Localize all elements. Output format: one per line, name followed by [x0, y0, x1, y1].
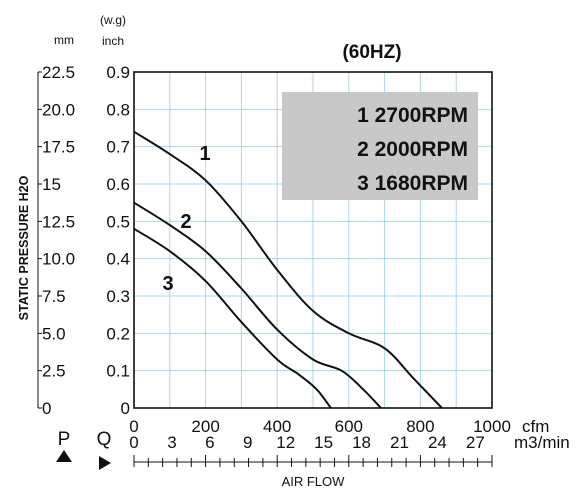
y-tick-label-inch: 0.6 [106, 175, 130, 194]
x-tick-label-cfm: 800 [406, 417, 434, 436]
x-axis-label: AIR FLOW [282, 474, 346, 489]
y-tick-label-inch: 0.8 [106, 100, 130, 119]
x-tick-label-m3: 0 [129, 433, 138, 452]
x-tick-label-cfm: 600 [335, 417, 363, 436]
y-tick-label-mm: 5.0 [42, 324, 66, 343]
legend-line-2: 2 2000RPM [357, 138, 468, 161]
y-tick-label-mm: 7.5 [42, 287, 66, 306]
y-tick-label-inch: 0.3 [106, 287, 130, 306]
x-tick-label-m3: 24 [428, 433, 447, 452]
y-mm-ticks: 0 2.5 5.0 7.5 10.0 12.5 15 17.5 20.0 22.5 [38, 63, 75, 418]
y-unit-inch-bottom: inch [102, 34, 124, 48]
x-cfm-ticks: 0 200 400 600 800 1000 [129, 417, 511, 436]
y-tick-label-mm: 15 [42, 175, 61, 194]
y-unit-inch-top: (w.g) [100, 13, 126, 27]
q-symbol: Q [97, 429, 112, 450]
x-tick-label-cfm: 200 [191, 417, 219, 436]
x-tick-label-m3: 6 [205, 433, 214, 452]
y-tick-label-mm: 12.5 [42, 212, 75, 231]
y-tick-label-inch: 0.7 [106, 138, 130, 157]
x-unit-cfm: cfm [522, 417, 549, 436]
legend-line-1: 1 2700RPM [357, 104, 468, 127]
p-arrow-up-icon [56, 450, 72, 462]
x-tick-label-cfm: 1000 [473, 417, 511, 436]
y-axis-label: STATIC PRESSURE H2O [17, 175, 31, 320]
y-tick-label-inch: 0.5 [106, 212, 130, 231]
airflow-ticks [133, 455, 493, 467]
y-tick-label-mm: 0 [42, 399, 51, 418]
x-tick-label-m3: 9 [243, 433, 252, 452]
legend-box [282, 92, 478, 200]
y-tick-label-mm: 20.0 [42, 100, 75, 119]
x-tick-label-cfm: 0 [129, 417, 138, 436]
x-tick-label-m3: 21 [390, 433, 409, 452]
x-tick-label-m3: 3 [167, 433, 176, 452]
q-arrow-right-icon [99, 456, 111, 470]
x-m3-ticks: 0 3 6 9 12 15 18 21 24 27 [129, 433, 485, 452]
series-layer: 1 2 3 [133, 130, 443, 409]
series-label-2: 2 [180, 211, 191, 233]
series-line-2 [133, 201, 382, 409]
p-symbol: P [58, 429, 71, 450]
x-tick-label-m3: 18 [352, 433, 371, 452]
y-tick-label-inch: 0.2 [106, 324, 130, 343]
chart-title: (60HZ) [342, 42, 401, 63]
series-label-3: 3 [162, 273, 173, 295]
series-line-3 [133, 227, 332, 409]
y-tick-label-mm: 22.5 [42, 63, 75, 82]
y-tick-label-inch: 0.1 [106, 362, 130, 381]
y-tick-label-mm: 2.5 [42, 362, 66, 381]
plot-frame [133, 71, 493, 409]
x-tick-label-cfm: 400 [263, 417, 291, 436]
y-inch-ticks: 0 0.1 0.2 0.3 0.4 0.5 0.6 0.7 0.8 0.9 [106, 63, 130, 418]
x-unit-m3: m3/min [514, 433, 570, 452]
y-tick-label-mm: 17.5 [42, 138, 75, 157]
x-tick-label-m3: 15 [314, 433, 333, 452]
x-tick-label-m3: 12 [276, 433, 295, 452]
y-tick-label-mm: 10.0 [42, 250, 75, 269]
y-tick-label-inch: 0 [121, 399, 130, 418]
legend-line-3: 3 1680RPM [357, 172, 468, 195]
x-tick-label-m3: 27 [466, 433, 485, 452]
y-tick-label-inch: 0.4 [106, 250, 130, 269]
series-label-1: 1 [199, 143, 210, 165]
y-unit-mm: mm [54, 33, 74, 47]
y-tick-label-inch: 0.9 [106, 63, 130, 82]
series-line-1 [133, 130, 443, 409]
